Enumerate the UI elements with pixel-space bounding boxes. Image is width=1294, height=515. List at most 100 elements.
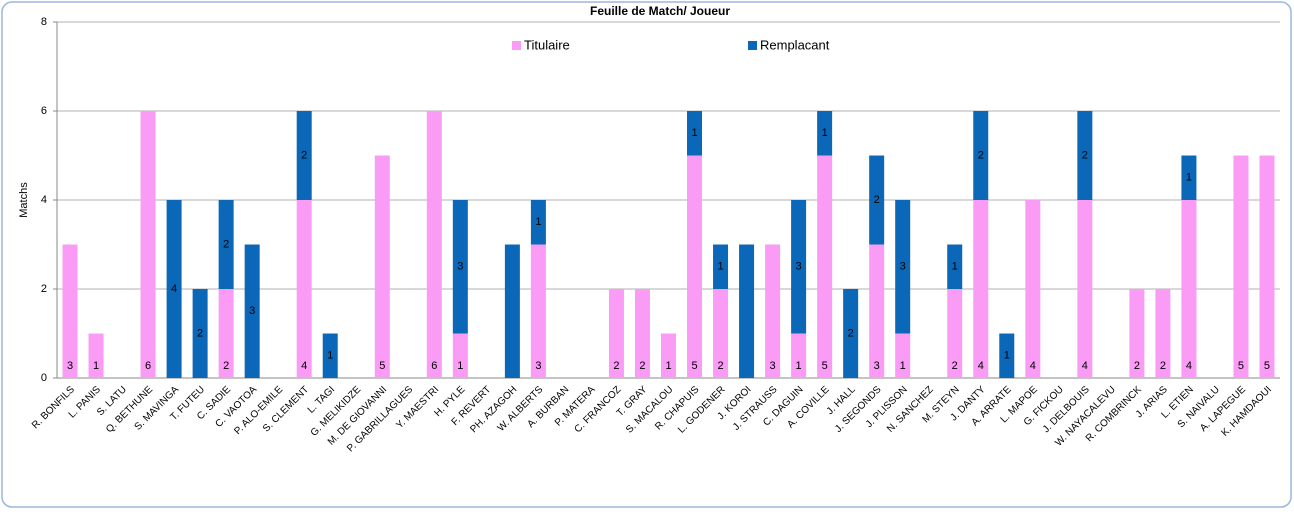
data-label: 2 bbox=[848, 327, 854, 339]
data-label: 4 bbox=[1186, 360, 1192, 372]
data-label: 3 bbox=[900, 261, 906, 273]
data-label: 1 bbox=[796, 360, 802, 372]
data-label: 2 bbox=[874, 194, 880, 206]
data-label: 1 bbox=[822, 127, 828, 139]
bar-segment bbox=[218, 289, 234, 378]
data-label: 2 bbox=[613, 360, 619, 372]
data-label: 1 bbox=[1186, 172, 1192, 184]
bar-segment bbox=[452, 200, 468, 334]
data-label: 4 bbox=[1082, 360, 1088, 372]
data-label: 1 bbox=[1004, 350, 1010, 362]
bar-segment bbox=[296, 200, 312, 378]
data-label: 5 bbox=[1264, 360, 1270, 372]
data-label: 2 bbox=[717, 360, 723, 372]
bar-segment bbox=[791, 200, 807, 334]
data-label: 4 bbox=[978, 360, 984, 372]
legend-label: Remplacant bbox=[760, 37, 830, 52]
bar-segment bbox=[687, 155, 703, 378]
data-label: 1 bbox=[717, 261, 723, 273]
data-label: 3 bbox=[249, 305, 255, 317]
bar-segment bbox=[634, 289, 650, 378]
bar-segment bbox=[1155, 289, 1171, 378]
bar-segment bbox=[843, 289, 859, 378]
bar-segment bbox=[947, 289, 963, 378]
data-label: 5 bbox=[822, 360, 828, 372]
bar-segment bbox=[374, 155, 390, 378]
data-label: 1 bbox=[535, 216, 541, 228]
bar-segment bbox=[322, 333, 338, 378]
bar-segment bbox=[62, 244, 78, 378]
y-tick-label: 6 bbox=[41, 105, 47, 117]
data-label: 3 bbox=[770, 360, 776, 372]
bar-segment bbox=[296, 111, 312, 200]
bar-segment bbox=[530, 200, 546, 245]
data-label: 4 bbox=[1030, 360, 1036, 372]
bar-segment bbox=[895, 200, 911, 334]
data-label: 3 bbox=[874, 360, 880, 372]
data-label: 1 bbox=[952, 261, 958, 273]
data-label: 3 bbox=[796, 261, 802, 273]
data-label: 1 bbox=[327, 350, 333, 362]
bar-segment bbox=[1025, 200, 1041, 378]
bar-segment bbox=[817, 111, 833, 156]
bar-segment bbox=[869, 244, 885, 378]
bar-segment bbox=[1077, 200, 1093, 378]
bar-segment bbox=[244, 244, 260, 378]
data-label: 2 bbox=[1082, 149, 1088, 161]
bar-segment bbox=[452, 333, 468, 378]
data-label: 3 bbox=[457, 261, 463, 273]
bar-segment bbox=[530, 244, 546, 378]
bar-segment bbox=[1077, 111, 1093, 200]
bar-segment bbox=[817, 155, 833, 378]
data-label: 2 bbox=[1134, 360, 1140, 372]
bar-segment bbox=[608, 289, 624, 378]
y-tick-label: 8 bbox=[41, 16, 47, 28]
bar-segment bbox=[739, 244, 755, 378]
bar-segment bbox=[1181, 200, 1197, 378]
legend-label: Titulaire bbox=[524, 37, 570, 52]
data-label: 1 bbox=[665, 360, 671, 372]
data-label: 5 bbox=[691, 360, 697, 372]
bar-segment bbox=[895, 333, 911, 378]
data-label: 1 bbox=[691, 127, 697, 139]
data-label: 1 bbox=[93, 360, 99, 372]
bar-segment bbox=[166, 200, 182, 378]
bar-segment bbox=[791, 333, 807, 378]
bar-segment bbox=[973, 200, 989, 378]
bar-segment bbox=[973, 111, 989, 200]
bar-segment bbox=[713, 289, 729, 378]
bar-segment bbox=[88, 333, 104, 378]
bar-segment bbox=[1259, 155, 1275, 378]
bar-segment bbox=[192, 289, 208, 378]
chart-title: Feuille de Match/ Joueur bbox=[590, 4, 730, 18]
data-label: 2 bbox=[301, 149, 307, 161]
y-tick-label: 0 bbox=[41, 372, 47, 384]
bar-segment bbox=[504, 244, 520, 378]
data-label: 4 bbox=[301, 360, 307, 372]
bar-segment bbox=[661, 333, 676, 378]
y-tick-label: 2 bbox=[41, 283, 47, 295]
bar-segment bbox=[999, 333, 1015, 378]
bar-segment bbox=[218, 200, 234, 289]
data-label: 2 bbox=[978, 149, 984, 161]
bar-segment bbox=[765, 244, 781, 378]
data-label: 6 bbox=[145, 360, 151, 372]
bar-segment bbox=[1181, 155, 1197, 200]
data-label: 3 bbox=[67, 360, 73, 372]
y-tick-label: 4 bbox=[41, 194, 47, 206]
bar-segment bbox=[713, 244, 729, 289]
bar-segment bbox=[869, 155, 885, 245]
data-label: 2 bbox=[639, 360, 645, 372]
data-label: 2 bbox=[223, 360, 229, 372]
bar-segment bbox=[947, 244, 963, 289]
legend-swatch bbox=[512, 41, 521, 50]
data-label: 2 bbox=[197, 327, 203, 339]
bar-segment bbox=[426, 111, 442, 378]
bar-segment bbox=[1233, 155, 1249, 378]
data-label: 4 bbox=[171, 283, 177, 295]
data-label: 3 bbox=[535, 360, 541, 372]
data-label: 2 bbox=[1160, 360, 1166, 372]
data-label: 2 bbox=[223, 238, 229, 250]
